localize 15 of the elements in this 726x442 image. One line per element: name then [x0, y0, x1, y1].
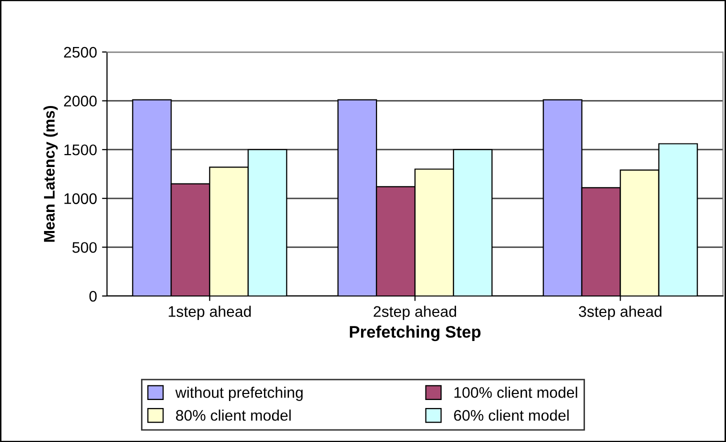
legend-label: 60% client model — [454, 410, 569, 421]
x-tick-label: 1step ahead — [168, 306, 251, 320]
y-axis-title: Mean Latency (ms) — [43, 106, 58, 242]
y-tick-label: 2000 — [64, 96, 97, 106]
legend-label: without prefetching — [175, 386, 303, 401]
y-tick-label: 500 — [72, 242, 97, 253]
legend-label: 100% client model — [454, 386, 578, 398]
y-tick-label: 2500 — [64, 46, 97, 58]
y-tick-label: 0 — [89, 290, 97, 302]
x-tick-label: 3step ahead — [578, 306, 662, 320]
y-tick-label: 1000 — [64, 193, 97, 204]
x-tick-label: 2step ahead — [374, 306, 456, 320]
y-tick-label: 1500 — [64, 144, 97, 156]
x-axis-title: Prefetching Step — [350, 326, 481, 342]
legend-label: 80% client model — [176, 410, 291, 421]
